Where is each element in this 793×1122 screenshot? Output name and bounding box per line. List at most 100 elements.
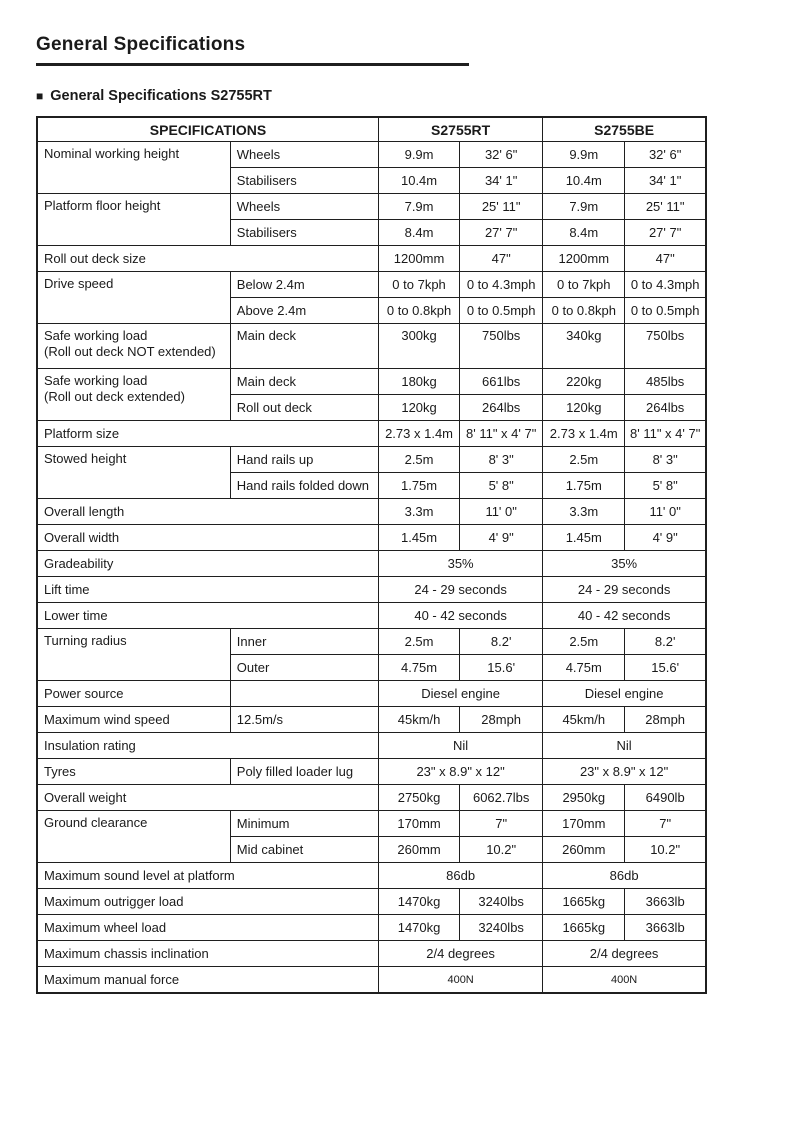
spec-sublabel: Hand rails folded down bbox=[229, 472, 380, 499]
spec-label: Tyres bbox=[36, 758, 231, 785]
square-bullet-icon: ■ bbox=[36, 89, 44, 103]
spec-label-text: Turning radius bbox=[44, 633, 127, 648]
table-row: Maximum wind speed 12.5m/s 45km/h 28mph … bbox=[36, 706, 707, 733]
value-rt: Nil bbox=[377, 732, 544, 759]
value-rt-imperial: 34' 1" bbox=[459, 167, 544, 194]
table-row: Outer 4.75m 15.6' 4.75m 15.6' bbox=[37, 654, 707, 681]
value-be-imperial: 11' 0" bbox=[624, 498, 707, 525]
title-block: General Specifications bbox=[36, 34, 469, 66]
value-rt: 40 - 42 seconds bbox=[377, 602, 544, 629]
value-rt-metric: 0 to 0.8kph bbox=[377, 297, 461, 324]
value-rt-imperial: 4' 9" bbox=[459, 524, 544, 551]
value-be-metric: 1665kg bbox=[542, 888, 626, 915]
spec-label: Turning radius bbox=[36, 628, 231, 681]
value-rt-imperial: 11' 0" bbox=[459, 498, 544, 525]
value-be-metric: 120kg bbox=[542, 394, 626, 421]
value-rt: 24 - 29 seconds bbox=[377, 576, 544, 603]
value-be-imperial: 8.2' bbox=[624, 628, 707, 655]
value-rt-metric: 45km/h bbox=[377, 706, 461, 733]
value-be: 86db bbox=[542, 862, 707, 889]
value-be: 23" x 8.9" x 12" bbox=[542, 758, 707, 785]
table-row: Nominal working height Wheels 9.9m 32' 6… bbox=[36, 141, 707, 194]
value-rt: 23" x 8.9" x 12" bbox=[377, 758, 544, 785]
spec-table: SPECIFICATIONS S2755RT S2755BE Nominal w… bbox=[36, 116, 707, 994]
table-row: Turning radius Inner 2.5m 8.2' 2.5m 8.2' bbox=[36, 628, 707, 681]
value-be-imperial: 0 to 0.5mph bbox=[624, 297, 707, 324]
value-rt-metric: 10.4m bbox=[377, 167, 461, 194]
value-rt-metric: 7.9m bbox=[377, 193, 461, 220]
value-rt-imperial: 661lbs bbox=[459, 368, 544, 395]
table-row: Above 2.4m 0 to 0.8kph 0 to 0.5mph 0 to … bbox=[37, 297, 707, 324]
value-be-imperial: 0 to 4.3mph bbox=[624, 271, 707, 298]
spec-label: Maximum sound level at platform bbox=[36, 862, 379, 889]
value-rt-imperial: 8.2' bbox=[459, 628, 544, 655]
value-rt-metric: 2.5m bbox=[377, 446, 461, 473]
value-be-metric: 1.75m bbox=[542, 472, 626, 499]
value-be-metric: 8.4m bbox=[542, 219, 626, 246]
spec-sublabel: Mid cabinet bbox=[229, 836, 380, 863]
value-be-metric: 2.5m bbox=[542, 446, 626, 473]
table-row: Maximum sound level at platform 86db 86d… bbox=[36, 862, 707, 889]
table-row: Tyres Poly filled loader lug 23" x 8.9" … bbox=[36, 758, 707, 785]
value-be: 400N bbox=[542, 966, 707, 994]
value-be-imperial: 6490lb bbox=[624, 784, 707, 811]
value-rt-metric: 2.73 x 1.4m bbox=[377, 420, 461, 447]
table-row: Stabilisers 8.4m 27' 7" 8.4m 27' 7" bbox=[37, 219, 707, 246]
value-be-metric: 10.4m bbox=[542, 167, 626, 194]
spec-label: Maximum wind speed bbox=[36, 706, 231, 733]
spec-sublabel: Stabilisers bbox=[229, 167, 380, 194]
value-be-metric: 2950kg bbox=[542, 784, 626, 811]
value-rt-metric: 0 to 7kph bbox=[377, 271, 461, 298]
table-row: Drive speed Below 2.4m 0 to 7kph 0 to 4.… bbox=[36, 271, 707, 324]
spec-label: Power source bbox=[36, 680, 231, 707]
spec-label-text: Nominal working height bbox=[44, 146, 180, 161]
table-row: Overall weight 2750kg 6062.7lbs 2950kg 6… bbox=[36, 784, 707, 811]
value-rt-imperial: 7" bbox=[459, 810, 544, 837]
value-be: 35% bbox=[542, 550, 707, 577]
spec-sublabel: Hand rails up bbox=[229, 446, 380, 473]
value-rt: Diesel engine bbox=[377, 680, 544, 707]
spec-sublabel: 12.5m/s bbox=[229, 706, 380, 733]
section-heading-label: General Specifications S2755RT bbox=[50, 88, 272, 104]
value-rt-imperial: 25' 11" bbox=[459, 193, 544, 220]
value-rt-metric: 260mm bbox=[377, 836, 461, 863]
value-be-imperial: 264lbs bbox=[624, 394, 707, 421]
table-row: Maximum wheel load 1470kg 3240lbs 1665kg… bbox=[36, 914, 707, 941]
value-rt-metric: 120kg bbox=[377, 394, 461, 421]
spec-label: Maximum wheel load bbox=[36, 914, 379, 941]
value-be-metric: 170mm bbox=[542, 810, 626, 837]
value-rt-metric: 1470kg bbox=[377, 888, 461, 915]
spec-label-text: Ground clearance bbox=[44, 815, 148, 830]
table-row: Power source Diesel engine Diesel engine bbox=[36, 680, 707, 707]
value-rt-imperial: 32' 6" bbox=[459, 141, 544, 168]
table-header-specifications: SPECIFICATIONS bbox=[36, 116, 379, 142]
value-be-imperial: 5' 8" bbox=[624, 472, 707, 499]
table-header-model-s2755be: S2755BE bbox=[542, 116, 707, 142]
table-row: Platform size 2.73 x 1.4m 8' 11" x 4' 7"… bbox=[36, 420, 707, 447]
value-rt-metric: 1470kg bbox=[377, 914, 461, 941]
value-be-metric: 260mm bbox=[542, 836, 626, 863]
value-rt-imperial: 264lbs bbox=[459, 394, 544, 421]
value-be-imperial: 25' 11" bbox=[624, 193, 707, 220]
value-rt: 35% bbox=[377, 550, 544, 577]
table-header-row: SPECIFICATIONS S2755RT S2755BE bbox=[36, 116, 707, 142]
value-be-metric: 1200mm bbox=[542, 245, 626, 272]
spec-label-text: Platform floor height bbox=[44, 198, 161, 213]
spec-label: Maximum manual force bbox=[36, 966, 379, 994]
value-be-imperial: 28mph bbox=[624, 706, 707, 733]
table-row: Overall length 3.3m 11' 0" 3.3m 11' 0" bbox=[36, 498, 707, 525]
value-be-metric: 9.9m bbox=[542, 141, 626, 168]
spec-sublabel: Main deck bbox=[229, 368, 380, 395]
value-rt-imperial: 5' 8" bbox=[459, 472, 544, 499]
spec-label: Ground clearance bbox=[36, 810, 231, 863]
value-rt-metric: 3.3m bbox=[377, 498, 461, 525]
value-be: Nil bbox=[542, 732, 707, 759]
table-row: Maximum manual force 400N 400N bbox=[36, 966, 707, 994]
table-row: Roll out deck size 1200mm 47" 1200mm 47" bbox=[36, 245, 707, 272]
spec-sublabel: Outer bbox=[229, 654, 380, 681]
value-rt-imperial: 28mph bbox=[459, 706, 544, 733]
value-be-metric: 4.75m bbox=[542, 654, 626, 681]
spec-sublabel: Above 2.4m bbox=[229, 297, 380, 324]
spec-sublabel: Wheels bbox=[229, 141, 380, 168]
